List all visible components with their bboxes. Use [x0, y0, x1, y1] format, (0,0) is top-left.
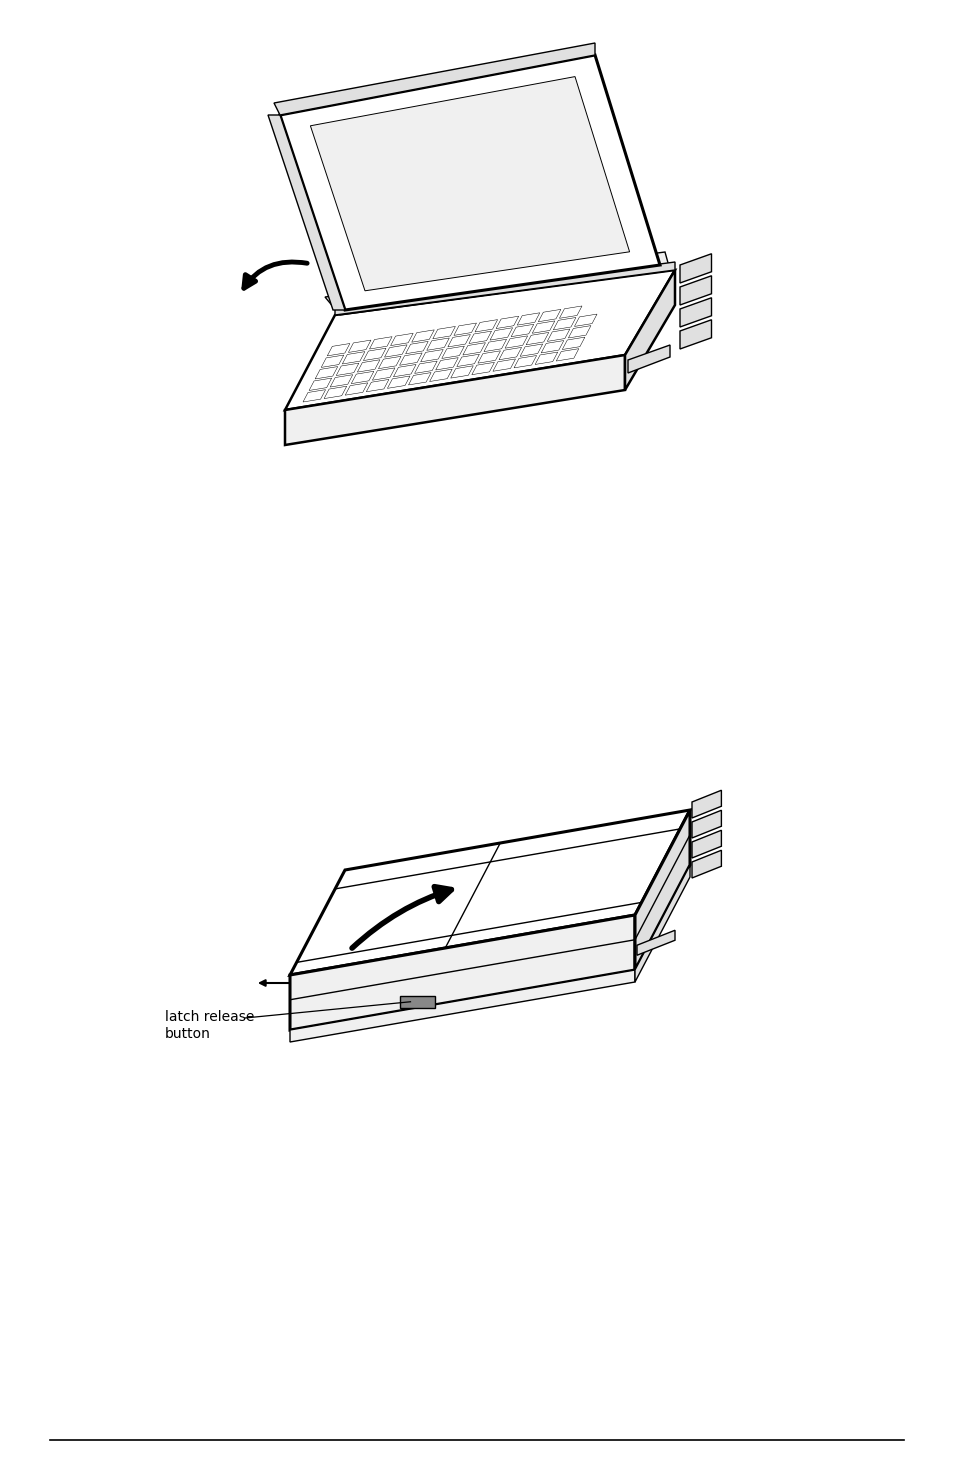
Polygon shape: [303, 390, 325, 402]
Polygon shape: [369, 337, 392, 349]
Polygon shape: [490, 328, 512, 340]
Polygon shape: [519, 344, 542, 356]
Text: button: button: [165, 1027, 211, 1040]
Polygon shape: [387, 375, 410, 389]
Text: latch release: latch release: [165, 1011, 254, 1024]
Polygon shape: [561, 337, 584, 350]
Polygon shape: [372, 368, 395, 380]
Polygon shape: [450, 365, 473, 378]
Polygon shape: [342, 352, 364, 364]
Polygon shape: [433, 326, 455, 338]
Polygon shape: [378, 356, 400, 368]
Polygon shape: [679, 319, 711, 349]
Polygon shape: [691, 791, 720, 818]
Polygon shape: [441, 346, 464, 359]
Polygon shape: [399, 353, 421, 365]
Polygon shape: [384, 344, 407, 358]
Polygon shape: [280, 55, 659, 310]
Polygon shape: [635, 865, 689, 982]
Polygon shape: [568, 325, 590, 338]
Polygon shape: [469, 331, 491, 343]
Polygon shape: [309, 378, 332, 390]
Polygon shape: [351, 371, 374, 384]
Polygon shape: [556, 349, 578, 361]
Polygon shape: [537, 309, 560, 322]
Polygon shape: [285, 270, 675, 410]
Polygon shape: [624, 270, 675, 390]
Polygon shape: [330, 374, 353, 387]
Polygon shape: [314, 367, 337, 378]
Polygon shape: [526, 332, 548, 344]
Polygon shape: [290, 916, 635, 1030]
Polygon shape: [366, 380, 389, 392]
Polygon shape: [321, 355, 343, 368]
Bar: [399, 996, 435, 1008]
Polygon shape: [691, 810, 720, 838]
Polygon shape: [514, 356, 536, 368]
Polygon shape: [535, 352, 558, 365]
Polygon shape: [462, 343, 485, 355]
Polygon shape: [504, 335, 527, 349]
Polygon shape: [483, 340, 506, 352]
Polygon shape: [679, 254, 711, 283]
Polygon shape: [310, 77, 629, 291]
Polygon shape: [405, 341, 428, 353]
Polygon shape: [363, 349, 386, 361]
Polygon shape: [420, 350, 443, 362]
Polygon shape: [268, 114, 345, 310]
Polygon shape: [637, 930, 675, 956]
Polygon shape: [547, 329, 569, 341]
Polygon shape: [540, 340, 563, 353]
Polygon shape: [477, 350, 500, 364]
Polygon shape: [691, 830, 720, 858]
Polygon shape: [511, 325, 533, 337]
Polygon shape: [456, 355, 478, 367]
Polygon shape: [415, 361, 436, 374]
Polygon shape: [447, 334, 470, 347]
Polygon shape: [493, 359, 515, 371]
Polygon shape: [393, 365, 416, 377]
Polygon shape: [325, 252, 669, 315]
Polygon shape: [408, 372, 431, 384]
Polygon shape: [390, 334, 413, 346]
Polygon shape: [475, 319, 497, 332]
Polygon shape: [290, 971, 635, 1042]
Polygon shape: [691, 850, 720, 879]
Polygon shape: [679, 276, 711, 306]
Polygon shape: [498, 347, 521, 359]
Polygon shape: [532, 321, 555, 334]
Polygon shape: [324, 386, 346, 399]
Polygon shape: [496, 316, 518, 328]
Polygon shape: [327, 343, 350, 356]
Polygon shape: [285, 355, 624, 445]
Polygon shape: [290, 810, 689, 975]
Polygon shape: [348, 340, 371, 352]
Polygon shape: [558, 306, 581, 318]
Polygon shape: [335, 263, 675, 315]
Polygon shape: [345, 383, 368, 395]
Polygon shape: [679, 298, 711, 326]
Polygon shape: [357, 359, 379, 372]
Polygon shape: [627, 344, 669, 372]
Polygon shape: [274, 43, 595, 114]
Polygon shape: [335, 364, 358, 375]
Polygon shape: [454, 324, 476, 335]
Polygon shape: [574, 315, 597, 326]
Polygon shape: [635, 810, 689, 971]
Polygon shape: [517, 313, 539, 325]
Polygon shape: [412, 329, 434, 343]
Polygon shape: [426, 338, 449, 350]
Polygon shape: [472, 362, 494, 374]
Polygon shape: [436, 358, 457, 370]
Polygon shape: [553, 318, 576, 329]
Polygon shape: [429, 370, 452, 381]
